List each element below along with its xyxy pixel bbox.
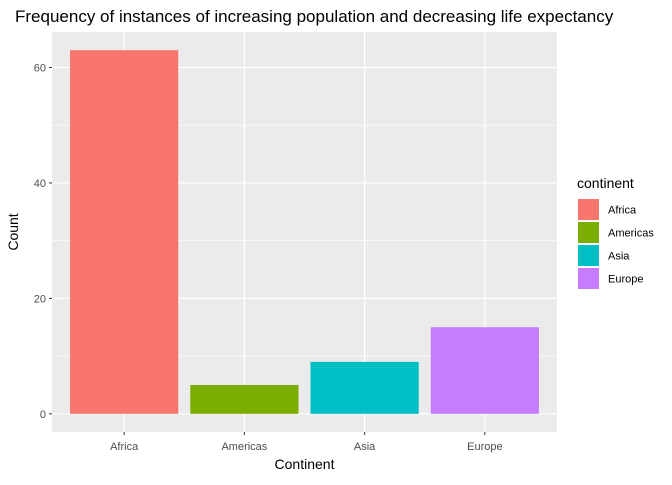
bars — [70, 50, 539, 414]
legend: continent Africa Americas Asia Europe — [577, 175, 654, 289]
legend-label-asia: Asia — [608, 251, 630, 263]
legend-swatch-europe — [578, 268, 599, 289]
legend-swatch-africa — [578, 199, 599, 220]
bar-asia — [310, 361, 419, 414]
legend-label-americas: Americas — [608, 228, 654, 240]
y-axis: 0 20 40 60 — [34, 62, 52, 421]
x-tick-label: Europe — [467, 441, 502, 453]
x-axis: Africa Americas Asia Europe — [110, 432, 503, 453]
x-tick-label: Africa — [110, 441, 139, 453]
legend-label-europe: Europe — [608, 274, 643, 286]
x-tick-label: Asia — [354, 441, 376, 453]
plot-panel — [52, 32, 557, 432]
bar-americas — [190, 384, 299, 414]
chart-title: Frequency of instances of increasing pop… — [15, 7, 614, 26]
legend-title: continent — [577, 175, 634, 191]
legend-swatch-americas — [578, 222, 599, 243]
legend-swatch-asia — [578, 245, 599, 266]
y-tick-label: 20 — [34, 293, 46, 305]
bar-europe — [430, 327, 539, 414]
y-tick-label: 40 — [34, 178, 46, 190]
x-axis-title: Continent — [275, 456, 335, 472]
x-tick-label: Americas — [221, 441, 267, 453]
y-axis-title: Count — [5, 213, 21, 250]
y-tick-label: 60 — [34, 62, 46, 74]
legend-label-africa: Africa — [608, 205, 637, 217]
bar-africa — [70, 50, 179, 414]
y-tick-label: 0 — [40, 409, 46, 421]
legend-items: Africa Americas Asia Europe — [578, 199, 654, 289]
